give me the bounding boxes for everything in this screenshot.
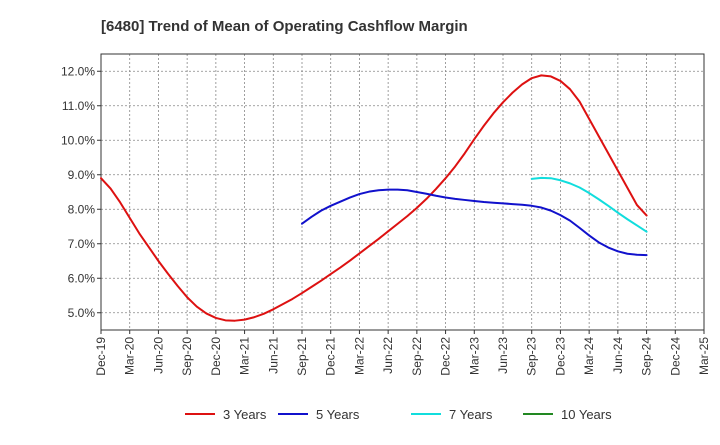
x-tick-label: Jun-21: [266, 337, 280, 374]
x-tick-label: Mar-22: [352, 337, 366, 375]
y-tick-label: 6.0%: [68, 271, 96, 285]
x-tick-label: Mar-25: [697, 337, 711, 375]
legend-item: 10 Years: [523, 407, 612, 422]
x-tick-label: Mar-20: [123, 337, 137, 375]
x-tick-label: Jun-23: [496, 337, 510, 374]
legend-label: 5 Years: [316, 407, 360, 422]
x-tick-label: Jun-22: [381, 337, 395, 374]
y-tick-label: 9.0%: [68, 168, 96, 182]
legend-label: 10 Years: [561, 407, 612, 422]
x-tick-label: Sep-23: [525, 337, 539, 376]
series-line-7-years: [530, 176, 648, 233]
legend-item: 7 Years: [411, 407, 493, 422]
x-tick-label: Sep-20: [180, 337, 194, 376]
series-line-3-years: [100, 74, 648, 322]
x-tick-label: Sep-21: [295, 337, 309, 376]
grid: [100, 54, 705, 330]
y-tick-label: 8.0%: [68, 202, 96, 216]
legend-item: 5 Years: [278, 407, 360, 422]
x-tick-label: Dec-19: [94, 337, 108, 376]
x-tick-label: Mar-24: [582, 337, 596, 375]
x-tick-label: Sep-22: [410, 337, 424, 376]
legend-label: 7 Years: [449, 407, 493, 422]
x-tick-label: Sep-24: [640, 337, 654, 376]
x-tick-label: Dec-20: [209, 337, 223, 376]
x-tick-label: Dec-22: [439, 337, 453, 376]
series-lines: [100, 74, 648, 322]
x-tick-label: Dec-24: [668, 337, 682, 376]
y-tick-label: 11.0%: [62, 99, 95, 113]
legend-label: 3 Years: [223, 407, 267, 422]
legend: 3 Years 5 Years 7 Years 10 Years: [185, 407, 612, 422]
plot-area-frame: [100, 53, 705, 331]
x-tick-label: Dec-23: [553, 337, 567, 376]
legend-item: 3 Years: [185, 407, 267, 422]
x-tick-label: Dec-21: [324, 337, 338, 376]
y-tick-label: 7.0%: [68, 237, 96, 251]
chart-title: [6480] Trend of Mean of Operating Cashfl…: [101, 18, 468, 35]
series-line-5-years: [301, 188, 648, 257]
x-tick-label: Mar-21: [238, 337, 252, 375]
y-axis: 5.0% 6.0% 7.0% 8.0% 9.0% 10.0% 11.0% 12.0%: [61, 64, 101, 320]
x-tick-label: Mar-23: [467, 337, 481, 375]
x-axis: Dec-19 Mar-20 Jun-20 Sep-20 Dec-20 Mar-21 Jun-…: [94, 330, 711, 376]
x-tick-label: Jun-20: [151, 337, 165, 374]
y-tick-label: 12.0%: [61, 64, 95, 78]
y-tick-label: 10.0%: [61, 133, 95, 147]
x-tick-label: Jun-24: [611, 337, 625, 374]
y-tick-label: 5.0%: [68, 306, 96, 320]
